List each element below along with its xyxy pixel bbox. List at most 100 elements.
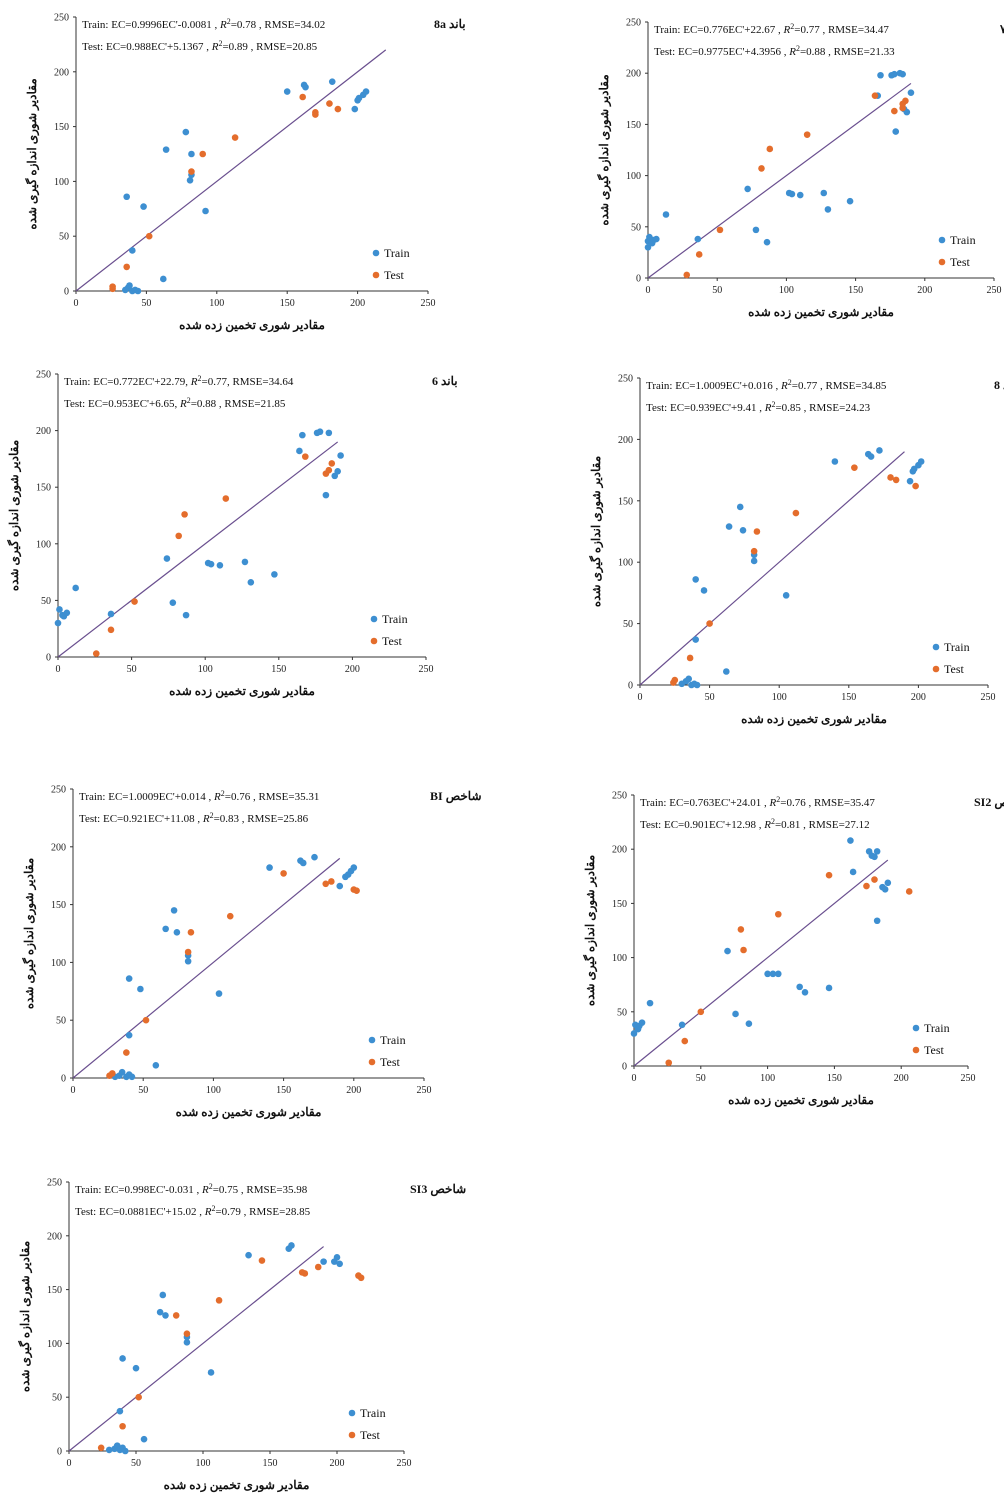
chart-panel-5: 0 50 100 150 200 250 0 50 100 150 200 250 Train: EC=… xyxy=(21,785,482,1121)
train-point xyxy=(271,571,278,578)
test-point xyxy=(199,150,207,158)
x-tick-label: 150 xyxy=(271,664,286,675)
y-axis-title: مقادیر شوری اندازه گیری شده xyxy=(17,1241,33,1392)
train-point xyxy=(152,1061,160,1069)
train-point xyxy=(350,864,358,871)
test-point xyxy=(753,528,761,535)
x-tick-label: 100 xyxy=(198,664,213,675)
train-point xyxy=(873,848,881,855)
train-point xyxy=(288,1242,295,1249)
train-point xyxy=(644,243,652,251)
y-tick-label: 0 xyxy=(57,1447,62,1458)
legend-label-test: Test xyxy=(924,1043,944,1057)
x-tick-label: 50 xyxy=(131,1458,141,1469)
y-tick-label: 0 xyxy=(64,287,69,298)
test-point xyxy=(887,474,894,481)
x-tick-label: 200 xyxy=(894,1073,909,1084)
train-point xyxy=(163,555,171,562)
test-point xyxy=(891,107,898,115)
legend-marker-train xyxy=(912,1024,920,1032)
test-point xyxy=(175,532,183,540)
train-point xyxy=(140,1435,148,1443)
legend-marker-test xyxy=(348,1431,356,1439)
x-tick-label: 250 xyxy=(981,692,996,703)
train-equation: Train: EC=0.763EC'+24.01 , R2=0.76 , RMS… xyxy=(640,795,875,810)
train-point xyxy=(700,587,708,594)
x-tick-label: 250 xyxy=(417,1085,432,1096)
y-axis-title: مقادیر شوری اندازه گیری شده xyxy=(24,78,40,229)
test-point xyxy=(871,876,878,883)
train-point xyxy=(873,917,881,925)
test-point xyxy=(97,1444,105,1452)
test-point xyxy=(172,1312,180,1319)
test-point xyxy=(215,1297,223,1304)
train-point xyxy=(169,599,177,606)
train-point xyxy=(118,1068,126,1076)
train-point xyxy=(678,1021,686,1029)
legend-marker-train xyxy=(932,643,940,651)
train-point xyxy=(736,503,744,511)
train-point xyxy=(140,203,147,210)
x-tick-label: 200 xyxy=(911,692,926,703)
train-point xyxy=(320,1258,327,1265)
y-tick-label: 150 xyxy=(51,900,66,911)
y-axis-title: مقادیر شوری اندازه گیری شده xyxy=(596,74,612,225)
legend-marker-test xyxy=(368,1058,376,1066)
x-tick-label: 200 xyxy=(345,664,360,675)
train-point xyxy=(72,584,79,592)
train-point xyxy=(182,128,190,136)
test-point xyxy=(737,926,745,933)
x-tick-label: 250 xyxy=(421,298,436,309)
test-point xyxy=(706,620,713,627)
x-tick-label: 100 xyxy=(206,1085,221,1096)
chart-panel-6: 0 50 100 150 200 250 0 50 100 150 200 250 Train: EC=… xyxy=(582,791,1004,1109)
train-point xyxy=(881,886,889,893)
train-point xyxy=(162,1312,169,1319)
test-point xyxy=(328,460,336,467)
test-point xyxy=(695,251,703,258)
y-tick-label: 150 xyxy=(612,899,627,910)
test-point xyxy=(299,93,306,101)
test-point xyxy=(774,910,782,918)
train-point xyxy=(739,526,747,534)
legend-label-train: Train xyxy=(384,246,410,260)
x-tick-label: 50 xyxy=(138,1085,148,1096)
train-point xyxy=(107,610,115,618)
x-tick-label: 150 xyxy=(276,1085,291,1096)
y-tick-label: 0 xyxy=(46,653,51,664)
train-point xyxy=(849,868,857,876)
y-tick-label: 250 xyxy=(47,1178,62,1189)
test-point xyxy=(792,509,800,517)
y-axis-title: مقادیر شوری اندازه گیری شده xyxy=(582,855,598,1006)
train-point xyxy=(752,226,760,234)
train-point xyxy=(744,185,751,193)
y-tick-label: 200 xyxy=(47,1231,62,1242)
train-point xyxy=(692,636,699,643)
train-point xyxy=(846,197,854,205)
train-point xyxy=(162,925,169,933)
train-point xyxy=(125,975,133,982)
panel-title: شاخص SI2 xyxy=(974,795,1004,810)
legend-marker-test xyxy=(370,637,378,645)
train-equation: Train: EC=0.9996EC'-0.0081 , R2=0.78 , R… xyxy=(82,17,325,32)
test-point xyxy=(686,654,694,662)
test-point xyxy=(871,92,879,100)
x-tick-label: 250 xyxy=(961,1073,976,1084)
train-point xyxy=(693,681,701,689)
y-tick-label: 250 xyxy=(51,785,66,796)
legend-marker-test xyxy=(932,665,940,673)
legend-label-test: Test xyxy=(380,1055,400,1069)
test-point xyxy=(131,598,138,605)
test-point xyxy=(716,226,724,234)
test-point xyxy=(188,168,195,175)
train-point xyxy=(877,71,884,79)
train-point xyxy=(134,287,142,295)
test-point xyxy=(671,676,679,684)
test-point xyxy=(683,271,691,279)
legend-marker-test xyxy=(912,1046,920,1054)
x-tick-label: 0 xyxy=(632,1073,637,1084)
train-point xyxy=(638,1019,646,1026)
fit-line xyxy=(72,857,341,1079)
test-point xyxy=(123,1049,130,1056)
train-point xyxy=(322,491,330,499)
